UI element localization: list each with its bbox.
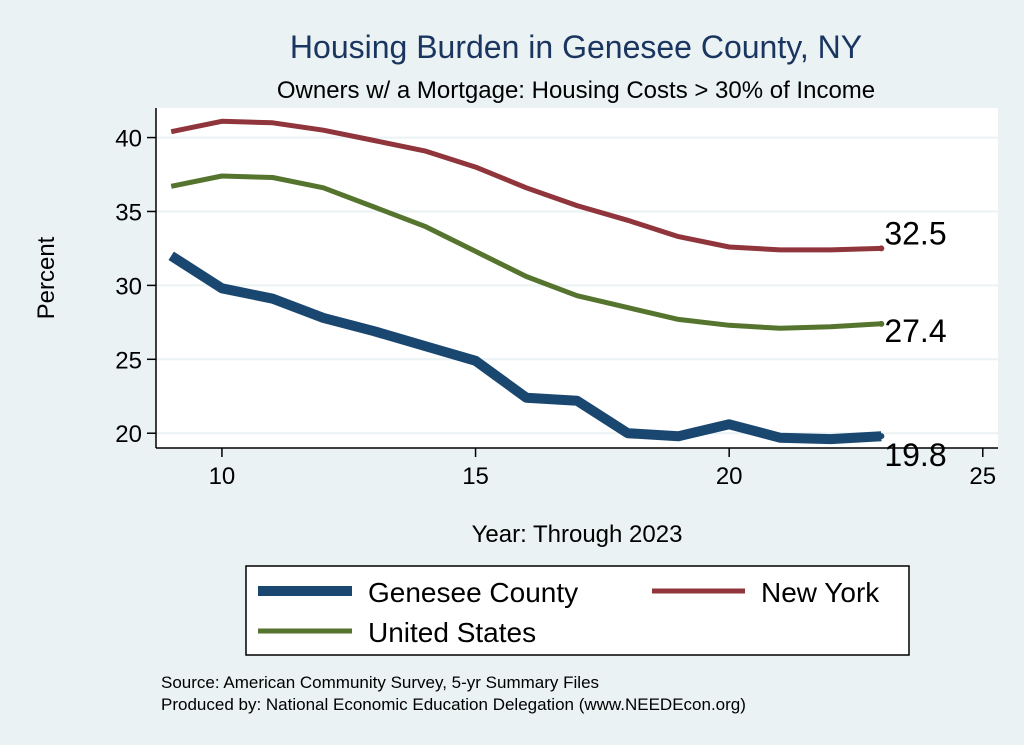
x-tick-label-20: 20	[716, 463, 743, 490]
end-labels: 32.5 27.4 19.8	[884, 215, 946, 473]
plot-area	[156, 108, 998, 448]
end-point-genesee-county	[878, 433, 885, 440]
end-point-new-york	[878, 245, 885, 252]
series-lines	[168, 118, 885, 445]
axes: 20 25 30 35 40 10 15 20 25	[115, 108, 998, 490]
producer-note: Produced by: National Economic Education…	[161, 695, 746, 714]
y-tick-label-40: 40	[115, 126, 142, 153]
end-label-new-york: 32.5	[884, 215, 946, 251]
legend-box	[245, 565, 910, 656]
end-label-united-states: 27.4	[884, 313, 946, 349]
x-tick-label-25: 25	[969, 463, 996, 490]
y-tick-label-20: 20	[115, 421, 142, 448]
legend: Genesee County New York United States	[245, 565, 910, 656]
chart-subtitle: Owners w/ a Mortgage: Housing Costs > 30…	[277, 77, 875, 104]
y-tick-label-25: 25	[115, 347, 142, 374]
y-tick-label-30: 30	[115, 273, 142, 300]
x-tick-label-10: 10	[209, 463, 236, 490]
end-point-united-states	[878, 320, 885, 327]
series-line-genesee-county	[168, 251, 882, 445]
y-tick-label-35: 35	[115, 199, 142, 226]
legend-label-genesee-county: Genesee County	[368, 577, 578, 608]
source-note: Source: American Community Survey, 5-yr …	[161, 673, 599, 692]
end-label-genesee-county: 19.8	[884, 437, 946, 473]
chart-title: Housing Burden in Genesee County, NY	[290, 29, 862, 65]
y-axis-title: Percent	[33, 236, 60, 319]
series-line-united-states	[170, 173, 882, 331]
x-axis-title: Year: Through 2023	[472, 521, 683, 548]
legend-label-new-york: New York	[761, 577, 880, 608]
legend-label-united-states: United States	[368, 617, 536, 648]
x-tick-label-15: 15	[462, 463, 489, 490]
series-line-new-york	[170, 118, 882, 253]
